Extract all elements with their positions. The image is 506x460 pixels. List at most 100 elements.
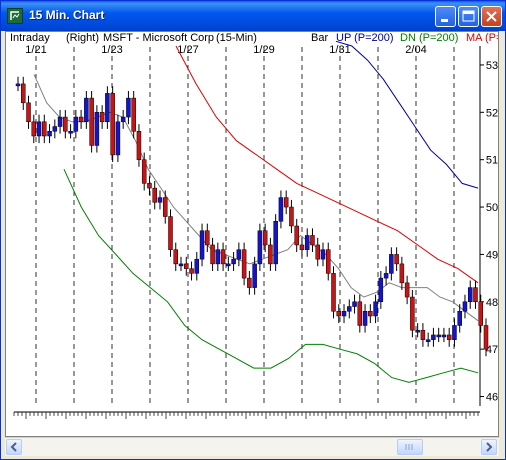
price-bar (383, 266, 389, 286)
grip-icon (405, 444, 413, 450)
price-bar (162, 190, 168, 224)
price-bar (42, 114, 47, 144)
price-bar (247, 271, 252, 295)
maximize-button[interactable] (458, 6, 479, 27)
price-bar (262, 223, 268, 253)
chart-app-icon[interactable] (7, 8, 23, 24)
indicator-line-up (335, 40, 479, 189)
price-bar (357, 294, 363, 333)
header-interval: (15-Min) (216, 32, 257, 44)
price-bar (320, 242, 326, 267)
price-bar (467, 280, 473, 309)
date-label: 1/27 (177, 44, 198, 56)
price-bar (441, 327, 447, 343)
header-security: MSFT - Microsoft Corp (103, 32, 214, 44)
close-icon (486, 11, 497, 22)
price-bar (205, 223, 210, 253)
price-bar (420, 323, 426, 347)
date-label: 1/29 (253, 44, 274, 56)
price-bar (47, 124, 52, 144)
price-bar (341, 304, 347, 324)
scroll-right-button[interactable] (481, 439, 497, 455)
price-bar (15, 76, 21, 91)
price-bar (26, 95, 31, 129)
price-bar (268, 237, 273, 271)
date-labels: 1/21 1/23 1/27 1/29 1/31 2/04 (25, 44, 426, 56)
price-bar (478, 294, 483, 333)
header-scale-side: (Right) (66, 32, 99, 44)
legend-dn: DN (P=200) (400, 32, 458, 44)
horizontal-scrollbar[interactable] (5, 437, 499, 456)
price-bar (283, 190, 289, 215)
title-bar[interactable]: 15 Min. Chart (1, 1, 505, 31)
price-bar (415, 323, 420, 338)
price-bar (378, 271, 384, 309)
price-bar (131, 91, 136, 139)
price-bar (304, 228, 310, 257)
price-bar (21, 76, 26, 110)
indicator-lines (33, 40, 479, 383)
price-bar (457, 304, 462, 333)
price-bar (257, 223, 263, 271)
scroll-thumb[interactable] (397, 439, 423, 455)
price-chart[interactable]: Intraday (Right) MSFT - Microsoft Corp (… (6, 32, 498, 436)
price-bar (94, 105, 100, 153)
price-bar (347, 299, 352, 319)
price-bar (241, 242, 247, 286)
date-label: 2/04 (405, 44, 426, 56)
price-bar (452, 318, 457, 347)
arrow-left-icon (10, 442, 17, 452)
price-bar (394, 247, 399, 271)
price-bar (120, 109, 126, 129)
price-bar (215, 242, 221, 271)
legend-ma: MA (P= (466, 32, 498, 44)
date-label: 1/31 (329, 44, 350, 56)
price-bar (446, 327, 452, 347)
price-bar (84, 91, 89, 129)
arrow-right-icon (486, 442, 493, 452)
price-bar (199, 223, 205, 267)
price-bar (389, 247, 394, 281)
price-tick-label: 52 (486, 107, 498, 119)
header-period: Intraday (10, 32, 50, 44)
minimize-button[interactable] (435, 6, 456, 27)
price-bar (36, 114, 42, 144)
price-bar (368, 304, 373, 324)
price-bar (325, 242, 331, 281)
price-bar (189, 261, 194, 281)
price-bar (136, 124, 142, 167)
date-gridlines (35, 47, 455, 406)
price-bar (315, 237, 320, 267)
indicator-line-ma (175, 45, 479, 284)
price-bar (99, 105, 105, 129)
price-bar (152, 181, 157, 210)
price-tick-label: 46 (486, 392, 498, 404)
scroll-left-button[interactable] (6, 439, 22, 455)
price-bar (236, 242, 242, 267)
price-bar (336, 304, 342, 324)
price-tick-label: 47 (486, 344, 498, 356)
price-bar (299, 237, 305, 257)
price-bar (289, 199, 294, 234)
chart-area[interactable]: Intraday (Right) MSFT - Microsoft Corp (… (5, 31, 499, 437)
price-bar (178, 256, 184, 271)
price-bar (168, 209, 173, 257)
price-bar (273, 214, 278, 271)
price-bar (157, 190, 163, 210)
price-bar (473, 280, 478, 309)
price-tick-label: 50 (486, 202, 498, 214)
minimize-icon (441, 19, 448, 22)
price-bar (231, 252, 236, 271)
price-bar (68, 124, 73, 139)
price-bar (73, 109, 79, 139)
price-axis: 46 47 48 49 50 51 52 53 (479, 46, 498, 406)
indicator-line-dn (63, 168, 479, 383)
price-bar (425, 332, 431, 347)
price-bar (483, 318, 489, 357)
price-bar (310, 228, 315, 253)
close-button[interactable] (481, 6, 502, 27)
price-bar (141, 152, 147, 191)
price-tick-label: 49 (486, 249, 498, 261)
price-bar (220, 242, 226, 271)
